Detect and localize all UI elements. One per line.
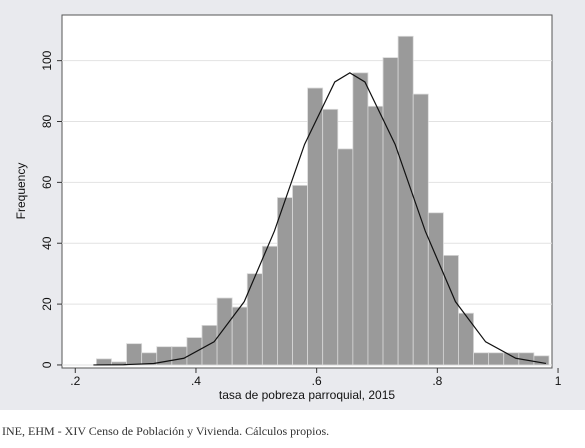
y-tick-label: 0 (40, 361, 54, 368)
bar (442, 255, 459, 366)
y-tick-label: 20 (40, 297, 54, 311)
source-note: INE, EHM - XIV Censo de Población y Vivi… (2, 424, 329, 438)
bar (458, 312, 474, 366)
bar (322, 108, 339, 366)
y-tick-label: 100 (40, 50, 54, 70)
bar (231, 306, 248, 366)
bar (277, 197, 293, 366)
bar (186, 337, 203, 366)
x-tick-label: .6 (312, 374, 322, 388)
x-tick-label: .8 (432, 374, 442, 388)
bar (246, 273, 263, 366)
x-tick-label: .2 (70, 374, 80, 388)
bar (126, 343, 143, 366)
normal-curve (93, 72, 547, 366)
bar (427, 212, 444, 366)
x-tick-label: .4 (191, 374, 201, 388)
bar (261, 245, 278, 366)
bar (171, 346, 188, 366)
y-axis-title: Frequency (14, 163, 28, 220)
bar (337, 148, 354, 366)
bar (473, 352, 490, 366)
bar (216, 297, 233, 366)
bar (533, 355, 550, 366)
x-tick-label: 1 (555, 374, 562, 388)
y-tick-label: 80 (40, 115, 54, 129)
bar (397, 35, 414, 366)
bar (307, 87, 324, 366)
y-tick-label: 60 (40, 175, 54, 189)
y-tick-label: 40 (40, 236, 54, 250)
bar (382, 57, 399, 366)
bar (292, 185, 309, 366)
bar (201, 324, 218, 366)
bar (488, 352, 505, 366)
bar (95, 358, 112, 366)
bar (412, 93, 429, 366)
bar (367, 105, 384, 366)
bar (352, 72, 369, 366)
x-axis-title: tasa de pobreza parroquial, 2015 (219, 388, 395, 402)
